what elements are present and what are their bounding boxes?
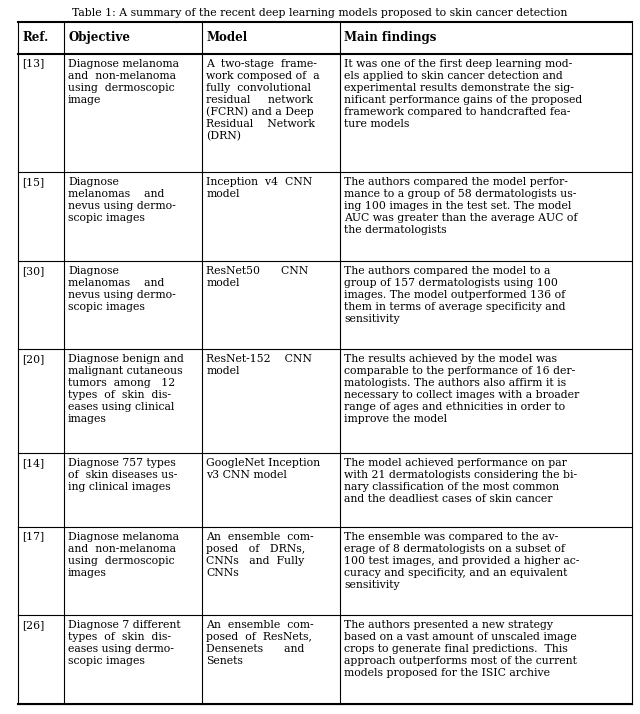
- Text: [14]: [14]: [22, 458, 44, 468]
- Text: ResNet-152    CNN
model: ResNet-152 CNN model: [206, 354, 312, 376]
- Text: [13]: [13]: [22, 59, 44, 69]
- Text: The ensemble was compared to the av-
erage of 8 dermatologists on a subset of
10: The ensemble was compared to the av- era…: [344, 532, 580, 590]
- Text: [20]: [20]: [22, 354, 44, 364]
- Text: An  ensemble  com-
posed   of   DRNs,
CNNs   and  Fully
CNNs: An ensemble com- posed of DRNs, CNNs and…: [206, 532, 314, 578]
- Text: A  two-stage  frame-
work composed of  a
fully  convolutional
residual     netwo: A two-stage frame- work composed of a fu…: [206, 59, 320, 141]
- Text: [26]: [26]: [22, 620, 44, 630]
- Text: The results achieved by the model was
comparable to the performance of 16 der-
m: The results achieved by the model was co…: [344, 354, 580, 424]
- Text: Objective: Objective: [68, 31, 130, 44]
- Text: Model: Model: [206, 31, 247, 44]
- Text: Table 1: A summary of the recent deep learning models proposed to skin cancer de: Table 1: A summary of the recent deep le…: [72, 8, 568, 18]
- Text: An  ensemble  com-
posed  of  ResNets,
Densenets      and
Senets: An ensemble com- posed of ResNets, Dense…: [206, 620, 314, 666]
- Text: Diagnose benign and
malignant cutaneous
tumors  among   12
types  of  skin  dis-: Diagnose benign and malignant cutaneous …: [68, 354, 184, 424]
- Text: It was one of the first deep learning mod-
els applied to skin cancer detection : It was one of the first deep learning mo…: [344, 59, 582, 129]
- Text: [17]: [17]: [22, 532, 44, 542]
- Text: [15]: [15]: [22, 177, 44, 187]
- Text: The authors presented a new strategy
based on a vast amount of unscaled image
cr: The authors presented a new strategy bas…: [344, 620, 577, 678]
- Text: Diagnose melanoma
and  non-melanoma
using  dermoscopic
image: Diagnose melanoma and non-melanoma using…: [68, 59, 179, 104]
- Text: Ref.: Ref.: [22, 31, 48, 44]
- Text: Diagnose 7 different
types  of  skin  dis-
eases using dermo-
scopic images: Diagnose 7 different types of skin dis- …: [68, 620, 180, 666]
- Text: The authors compared the model to a
group of 157 dermatologists using 100
images: The authors compared the model to a grou…: [344, 266, 566, 323]
- Text: The authors compared the model perfor-
mance to a group of 58 dermatologists us-: The authors compared the model perfor- m…: [344, 177, 578, 235]
- Text: Diagnose 757 types
of  skin diseases us-
ing clinical images: Diagnose 757 types of skin diseases us- …: [68, 458, 177, 492]
- Text: ResNet50      CNN
model: ResNet50 CNN model: [206, 266, 308, 288]
- Text: Main findings: Main findings: [344, 31, 436, 44]
- Text: [30]: [30]: [22, 266, 44, 276]
- Text: Diagnose
melanomas    and
nevus using dermo-
scopic images: Diagnose melanomas and nevus using dermo…: [68, 177, 176, 223]
- Text: The model achieved performance on par
with 21 dermatologists considering the bi-: The model achieved performance on par wi…: [344, 458, 577, 504]
- Text: GoogleNet Inception
v3 CNN model: GoogleNet Inception v3 CNN model: [206, 458, 321, 480]
- Text: Diagnose melanoma
and  non-melanoma
using  dermoscopic
images: Diagnose melanoma and non-melanoma using…: [68, 532, 179, 578]
- Text: Diagnose
melanomas    and
nevus using dermo-
scopic images: Diagnose melanomas and nevus using dermo…: [68, 266, 176, 312]
- Text: Inception  v4  CNN
model: Inception v4 CNN model: [206, 177, 312, 199]
